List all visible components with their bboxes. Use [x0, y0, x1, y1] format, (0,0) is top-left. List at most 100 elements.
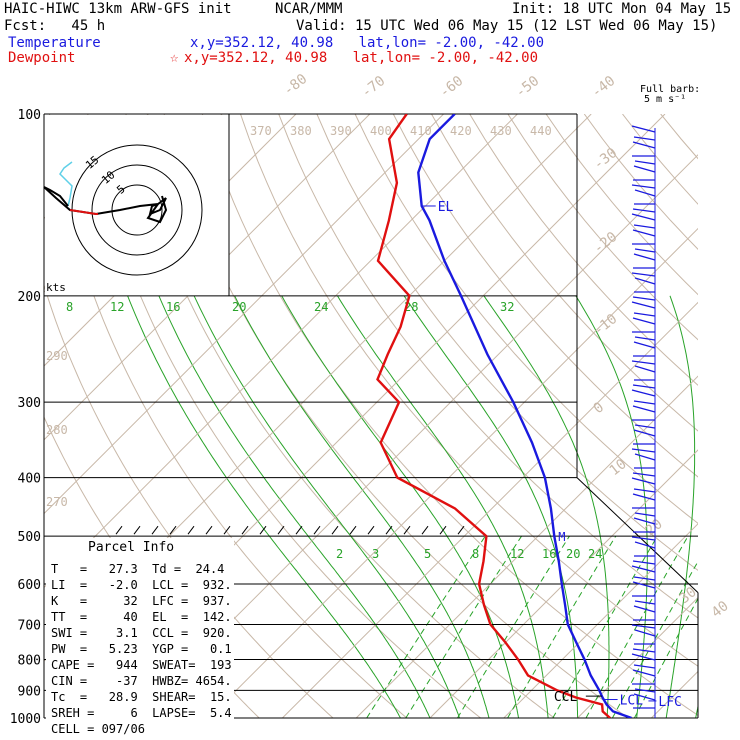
- wind-barb: [631, 272, 656, 277]
- wind-barb: [633, 341, 656, 349]
- pressure-tick-label: 700: [18, 618, 41, 633]
- wind-barb: [632, 405, 656, 413]
- pressure-tick-label: 200: [18, 290, 41, 305]
- wind-barb: [634, 629, 656, 637]
- theta-label: 280: [46, 423, 68, 437]
- pressure-tick-label: 300: [18, 396, 41, 411]
- pressure-tick-label: 400: [18, 472, 41, 487]
- wind-barb: [634, 336, 656, 341]
- pressure-tick-label: 900: [18, 684, 41, 699]
- dry-adiabat-line: [201, 114, 698, 716]
- wind-barb: [632, 141, 656, 149]
- theta-label: 410: [410, 124, 432, 138]
- wind-barb: [634, 688, 656, 693]
- dry-adiabat-line: [583, 114, 698, 250]
- mixing-ratio-label: 8: [472, 547, 479, 561]
- cape-hatch-mark: [277, 525, 285, 535]
- mixing-ratio-label: 32: [500, 300, 514, 314]
- wind-barb: [631, 125, 656, 133]
- pressure-tick-label: 500: [18, 530, 41, 545]
- hodograph-trace-low: [69, 209, 98, 215]
- mixing-ratio-label: 16: [166, 300, 180, 314]
- cape-hatch-mark: [421, 525, 429, 535]
- parcel-row: T = 27.3 Td = 24.4: [51, 562, 225, 576]
- parcel-info-title: Parcel Info: [88, 540, 175, 555]
- wind-barb: [632, 229, 656, 237]
- isotherm-line: [282, 301, 698, 718]
- cape-hatch-mark: [313, 525, 321, 535]
- temperature-location: x,y=352.12, 40.98 lat,lon= -2.00, -42.00: [190, 35, 545, 51]
- wind-barb: [631, 448, 656, 453]
- parcel-row: CIN = -37 HWBZ= 4654.: [51, 674, 232, 688]
- dry-adiabat-line: [469, 114, 698, 386]
- wind-barb: [634, 453, 656, 461]
- dry-adiabat-line: [392, 114, 698, 478]
- moist-adiabat-line: [695, 704, 698, 718]
- wind-barb: [633, 165, 656, 173]
- dry-adiabat-line: [240, 114, 698, 667]
- cape-hatch-mark: [205, 525, 213, 535]
- parcel-markers: EL CCL LCL LFC M: [421, 200, 682, 710]
- isotherm-line: [44, 114, 371, 441]
- parcel-info-panel: Parcel Info T = 27.3 Td = 24.4 LI = -2.0…: [46, 538, 234, 736]
- pressure-tick-label: 100: [18, 108, 41, 123]
- isotherm-tick-label: -70: [359, 73, 389, 101]
- mixing-ratio-line: [552, 535, 658, 718]
- theta-label: 290: [46, 349, 68, 363]
- wind-barb: [631, 389, 656, 397]
- pressure-tick-label: 1000: [10, 712, 41, 727]
- isotherm-tick-label: 0: [591, 399, 607, 417]
- wind-barb: [633, 693, 656, 701]
- isotherm-line: [134, 154, 698, 718]
- parcel-row: TT = 40 EL = 142.: [51, 610, 232, 624]
- wind-barb: [633, 488, 656, 493]
- wind-barb: [632, 317, 656, 325]
- cape-hatch-mark: [115, 525, 123, 535]
- mixing-ratio-label: 20: [566, 547, 580, 561]
- isotherm-line: [577, 596, 698, 718]
- dewpoint-location: x,y=352.12, 40.98 lat,lon= -2.00, -42.00: [184, 50, 539, 66]
- wind-barb: [634, 541, 656, 549]
- wind-barb: [632, 296, 656, 301]
- wind-barb: [631, 360, 656, 365]
- mixing-ratio-label: 2: [336, 547, 343, 561]
- theta-label: 380: [290, 124, 312, 138]
- wind-barb: [634, 248, 656, 253]
- wind-barb: [633, 312, 656, 317]
- wind-barb: [631, 653, 656, 661]
- cape-hatch-mark: [241, 525, 249, 535]
- isotherm-tick-label: -60: [437, 73, 467, 101]
- wind-barb: [633, 576, 656, 581]
- dry-adiabat-line: [622, 114, 698, 205]
- wind-barb: [632, 648, 656, 653]
- dry-adiabat-line: [125, 114, 556, 718]
- wind-barb: [632, 384, 656, 389]
- mixing-ratio-line: [585, 535, 689, 718]
- mixing-ratio-line: [507, 535, 617, 718]
- isotherm-line: [44, 114, 444, 515]
- wind-barb: [633, 136, 656, 141]
- cape-hatch-mark: [223, 525, 231, 535]
- cape-hatch-mark: [331, 525, 339, 535]
- dry-adiabat-line: [507, 114, 698, 341]
- wind-barb: [634, 512, 656, 517]
- wind-profile-barbs: [115, 125, 656, 718]
- hodograph: [43, 114, 230, 296]
- theta-label: 400: [370, 124, 392, 138]
- wind-barb: [632, 493, 656, 501]
- parcel-row: Tc = 28.9 SHEAR= 15.: [51, 690, 232, 704]
- wind-barb: [633, 605, 656, 613]
- parcel-row: CAPE = 944 SWEAT= 193: [51, 658, 232, 672]
- isotherm-line: [429, 449, 698, 718]
- cape-hatch-mark: [295, 525, 303, 535]
- wind-barb: [634, 424, 656, 429]
- dry-adiabat-line: [660, 114, 698, 160]
- wind-barb: [634, 600, 656, 605]
- lfc-marker-label: LFC: [658, 695, 681, 710]
- mixing-ratio-label: 12: [110, 300, 124, 314]
- mixing-ratio-line: [633, 597, 698, 718]
- ccl-marker-label: CCL: [554, 690, 578, 705]
- mixing-ratio-label: 24: [588, 547, 602, 561]
- wind-barb: [633, 429, 656, 437]
- dry-adiabat-line: [699, 114, 740, 731]
